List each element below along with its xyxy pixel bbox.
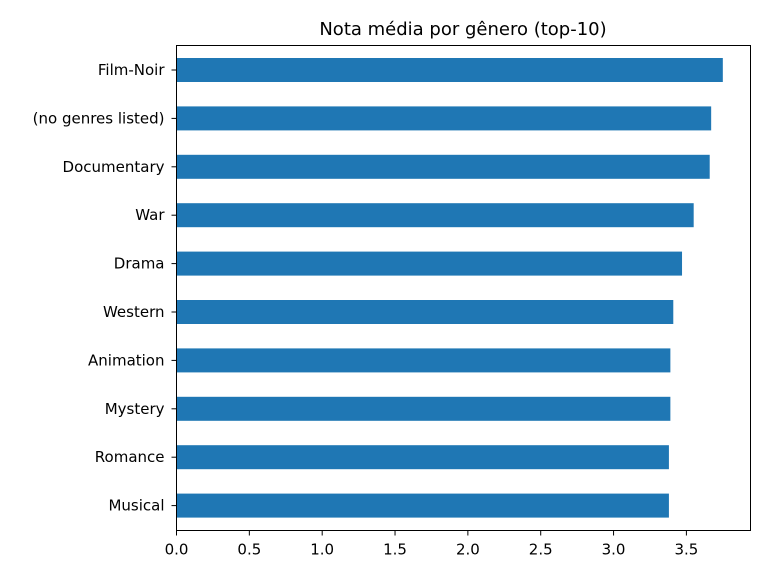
y-tick-label: Animation (88, 351, 164, 369)
y-tick-label: Mystery (105, 400, 165, 418)
bar-animation (176, 348, 671, 373)
x-tick-label: 0.0 (165, 541, 189, 559)
x-tick-label: 3.0 (602, 541, 626, 559)
x-tick-label: 1.5 (383, 541, 407, 559)
y-tick-label: Musical (108, 497, 164, 515)
x-tick-label: 2.0 (456, 541, 480, 559)
x-tick-label: 3.5 (674, 541, 698, 559)
plot-frame (176, 45, 751, 531)
y-tick-label: (no genres listed) (33, 109, 165, 127)
y-tick-label: Drama (114, 255, 165, 273)
bar-mystery (176, 396, 671, 421)
x-tick-label: 1.0 (310, 541, 334, 559)
y-tick-label: Western (103, 303, 165, 321)
y-tick-label: War (135, 206, 165, 224)
bar-war (176, 203, 694, 228)
x-tick-label: 2.5 (529, 541, 553, 559)
y-tick-label: Film-Noir (98, 61, 165, 79)
bar-documentary (176, 154, 710, 179)
x-axis-ticks: 0.0 0.5 1.0 1.5 2.0 2.5 3.0 3.5 (165, 530, 698, 559)
bar-musical (176, 493, 669, 518)
bar-no-genres-listed (176, 106, 712, 131)
y-tick-label: Documentary (63, 158, 165, 176)
x-tick-label: 0.5 (237, 541, 261, 559)
bar-drama (176, 251, 683, 276)
bar-western (176, 300, 674, 324)
chart-title: Nota média por gênero (top-10) (319, 19, 606, 40)
y-tick-label: Romance (95, 448, 165, 466)
bar-film-noir (176, 58, 723, 82)
bar-romance (176, 445, 669, 470)
bars-group (176, 58, 723, 518)
y-axis-labels: Film-Noir (no genres listed) Documentary Wa… (33, 61, 177, 515)
